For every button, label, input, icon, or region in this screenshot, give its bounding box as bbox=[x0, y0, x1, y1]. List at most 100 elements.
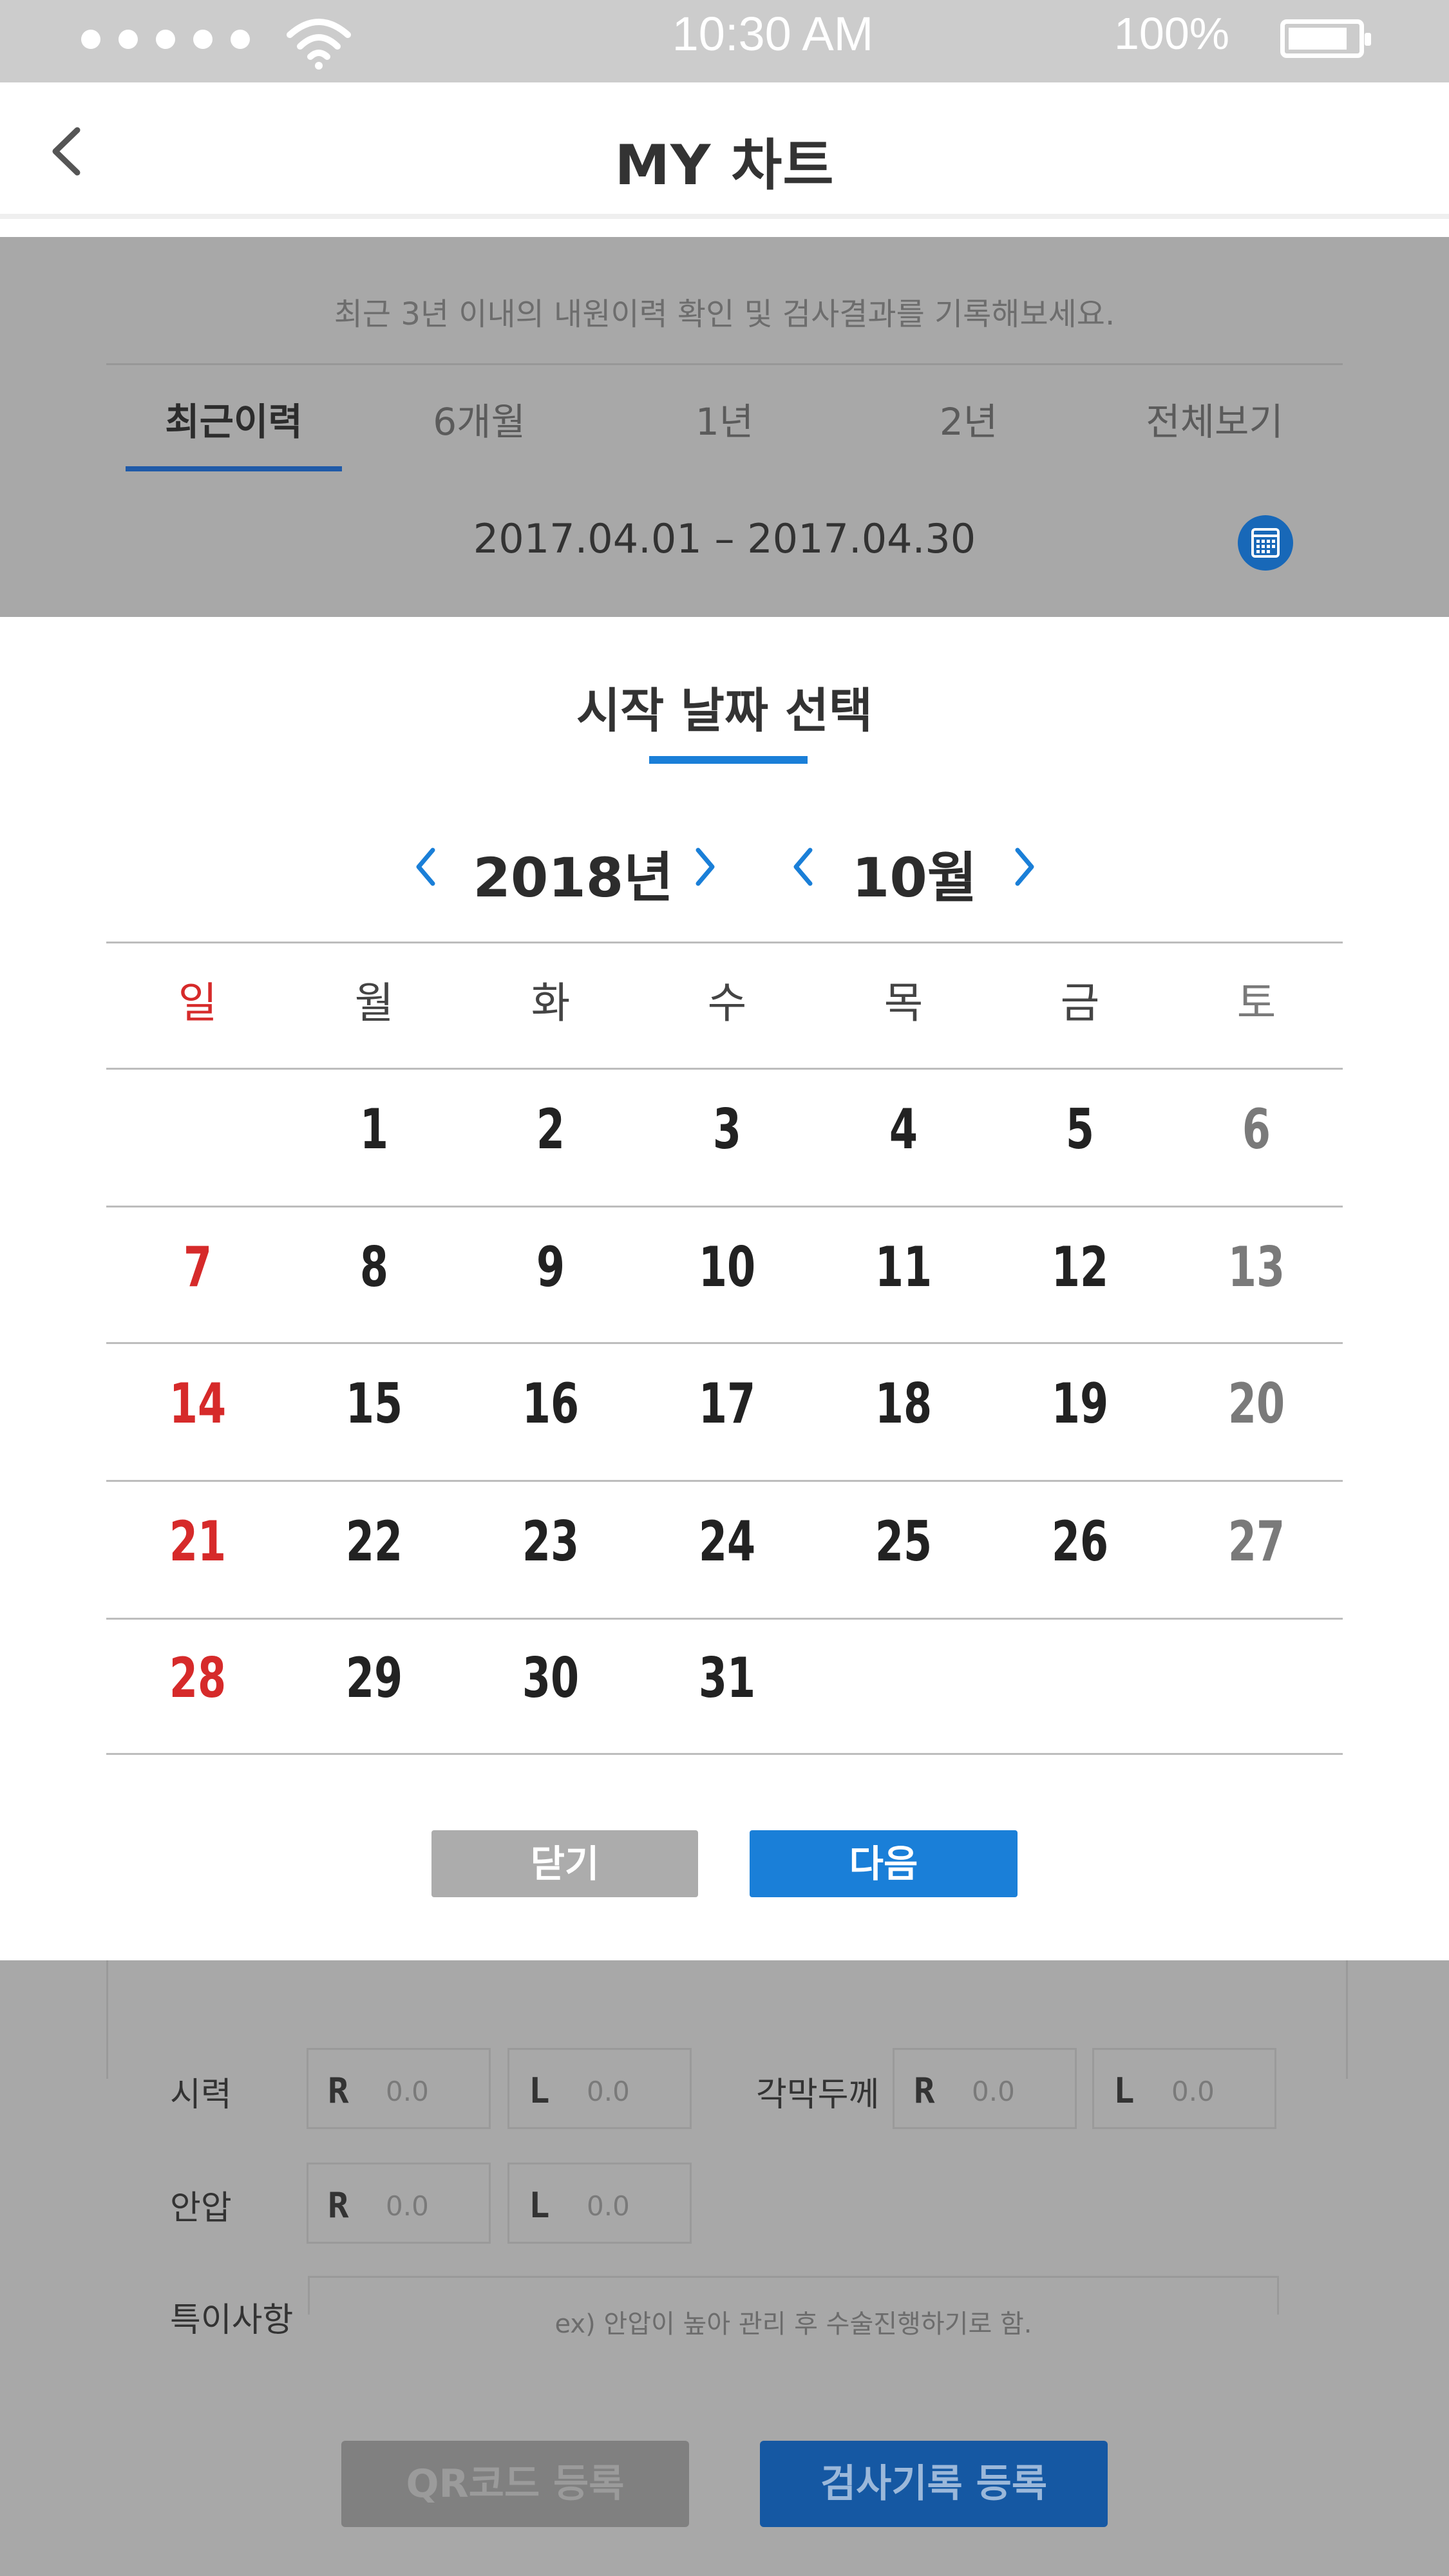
calendar-day[interactable]: 9 bbox=[536, 1235, 565, 1300]
notes-placeholder: ex) 안압이 높아 관리 후 수술진행하기로 함. bbox=[554, 2309, 1032, 2339]
prev-year-icon[interactable] bbox=[407, 841, 446, 893]
tab-recent[interactable]: 최근이력 bbox=[165, 400, 303, 444]
right-eye-label: R bbox=[328, 2070, 349, 2111]
calendar-day[interactable]: 29 bbox=[345, 1646, 403, 1710]
divider bbox=[106, 942, 1343, 943]
calendar-icon[interactable] bbox=[1238, 515, 1293, 571]
chevron-left-icon[interactable] bbox=[39, 122, 97, 180]
vision-label: 시력 bbox=[170, 2076, 232, 2114]
exam-register-button[interactable]: 검사기록 등록 bbox=[760, 2441, 1108, 2527]
next-button[interactable]: 다음 bbox=[750, 1830, 1018, 1897]
tab-1-year[interactable]: 1년 bbox=[695, 400, 754, 444]
calendar-day[interactable]: 7 bbox=[183, 1235, 213, 1300]
calendar-day[interactable]: 30 bbox=[522, 1646, 580, 1710]
calendar-day[interactable]: 13 bbox=[1227, 1235, 1285, 1300]
weekday-fri: 금 bbox=[1060, 978, 1100, 1028]
tab-2-years[interactable]: 2년 bbox=[939, 400, 998, 444]
field-placeholder: 0.0 bbox=[1171, 2076, 1215, 2107]
calendar-day[interactable]: 14 bbox=[169, 1372, 227, 1436]
field-placeholder: 0.0 bbox=[972, 2076, 1015, 2107]
calendar-day[interactable]: 19 bbox=[1051, 1372, 1109, 1436]
divider bbox=[106, 363, 1343, 365]
calendar-day[interactable]: 15 bbox=[345, 1372, 403, 1436]
calendar-day[interactable]: 10 bbox=[698, 1235, 756, 1300]
calendar-day[interactable]: 28 bbox=[169, 1646, 227, 1710]
battery-icon bbox=[1280, 19, 1371, 58]
wifi-icon bbox=[287, 19, 351, 70]
weekday-thu: 목 bbox=[884, 978, 923, 1028]
field-placeholder: 0.0 bbox=[386, 2190, 429, 2222]
calendar-day[interactable]: 27 bbox=[1227, 1510, 1285, 1574]
iop-right-field[interactable]: R 0.0 bbox=[307, 2163, 491, 2244]
calendar-day[interactable]: 5 bbox=[1065, 1097, 1095, 1162]
weekday-tue: 화 bbox=[531, 978, 571, 1028]
modal-title: 시작 날짜 선택 bbox=[576, 683, 873, 739]
corneal-right-field[interactable]: R 0.0 bbox=[893, 2048, 1077, 2129]
weekday-sun: 일 bbox=[178, 978, 218, 1028]
next-month-icon[interactable] bbox=[1005, 841, 1043, 893]
status-bar: 10:30 AM 100% bbox=[0, 0, 1449, 82]
notes-label: 특이사항 bbox=[170, 2301, 294, 2340]
calendar-day[interactable]: 21 bbox=[169, 1510, 227, 1574]
close-button[interactable]: 닫기 bbox=[431, 1830, 698, 1897]
divider bbox=[106, 1068, 1343, 1070]
left-eye-label: L bbox=[529, 2185, 550, 2226]
iop-left-field[interactable]: L 0.0 bbox=[507, 2163, 692, 2244]
corneal-thickness-label: 각막두께 bbox=[756, 2076, 880, 2114]
vision-left-field[interactable]: L 0.0 bbox=[507, 2048, 692, 2129]
calendar-day[interactable]: 26 bbox=[1051, 1510, 1109, 1574]
calendar-day[interactable]: 23 bbox=[522, 1510, 580, 1574]
notes-field[interactable] bbox=[308, 2276, 1279, 2315]
calendar-day[interactable]: 2 bbox=[536, 1097, 565, 1162]
calendar-day[interactable]: 1 bbox=[359, 1097, 389, 1162]
calendar-day[interactable]: 25 bbox=[875, 1510, 933, 1574]
date-range: 2017.04.01 – 2017.04.30 bbox=[473, 515, 976, 562]
status-time: 10:30 AM bbox=[672, 7, 874, 61]
prev-month-icon[interactable] bbox=[784, 841, 823, 893]
weekday-wed: 수 bbox=[707, 978, 747, 1028]
calendar-day[interactable]: 31 bbox=[698, 1646, 756, 1710]
field-placeholder: 0.0 bbox=[587, 2190, 630, 2222]
calendar-day[interactable]: 6 bbox=[1242, 1097, 1271, 1162]
month-label: 10월 bbox=[851, 846, 978, 909]
active-tab-indicator bbox=[126, 466, 342, 471]
tab-6-months[interactable]: 6개월 bbox=[433, 400, 526, 444]
divider bbox=[106, 1480, 1343, 1482]
weekday-sat: 토 bbox=[1236, 978, 1276, 1028]
field-placeholder: 0.0 bbox=[386, 2076, 429, 2107]
page-title: MY 차트 bbox=[614, 133, 835, 198]
iop-label: 안압 bbox=[170, 2189, 232, 2228]
divider bbox=[106, 1753, 1343, 1755]
calendar-day[interactable]: 11 bbox=[875, 1235, 933, 1300]
calendar-day[interactable]: 8 bbox=[359, 1235, 389, 1300]
history-notice: 최근 3년 이내의 내원이력 확인 및 검사결과를 기록해보세요. bbox=[334, 296, 1115, 332]
calendar-day[interactable]: 22 bbox=[345, 1510, 403, 1574]
calendar-day[interactable]: 18 bbox=[875, 1372, 933, 1436]
right-eye-label: R bbox=[914, 2070, 935, 2111]
qr-register-button[interactable]: QR코드 등록 bbox=[341, 2441, 689, 2527]
calendar-day[interactable]: 20 bbox=[1227, 1372, 1285, 1436]
calendar-day[interactable]: 3 bbox=[712, 1097, 742, 1162]
weekday-mon: 월 bbox=[354, 978, 394, 1028]
divider bbox=[106, 1206, 1343, 1208]
battery-percent: 100% bbox=[1114, 8, 1230, 59]
vision-right-field[interactable]: R 0.0 bbox=[307, 2048, 491, 2129]
right-eye-label: R bbox=[328, 2185, 349, 2226]
divider bbox=[106, 1342, 1343, 1344]
calendar-day[interactable]: 4 bbox=[889, 1097, 918, 1162]
left-eye-label: L bbox=[1113, 2070, 1135, 2111]
divider bbox=[106, 1618, 1343, 1620]
left-eye-label: L bbox=[529, 2070, 550, 2111]
field-placeholder: 0.0 bbox=[587, 2076, 630, 2107]
calendar-day[interactable]: 16 bbox=[522, 1372, 580, 1436]
tab-view-all[interactable]: 전체보기 bbox=[1146, 400, 1283, 444]
calendar-day[interactable]: 24 bbox=[698, 1510, 756, 1574]
next-year-icon[interactable] bbox=[685, 841, 724, 893]
calendar-day[interactable]: 12 bbox=[1051, 1235, 1109, 1300]
title-underline bbox=[649, 756, 808, 764]
year-label: 2018년 bbox=[473, 846, 674, 909]
corneal-left-field[interactable]: L 0.0 bbox=[1092, 2048, 1276, 2129]
app-bar: MY 차트 bbox=[0, 82, 1449, 219]
calendar-day[interactable]: 17 bbox=[698, 1372, 756, 1436]
